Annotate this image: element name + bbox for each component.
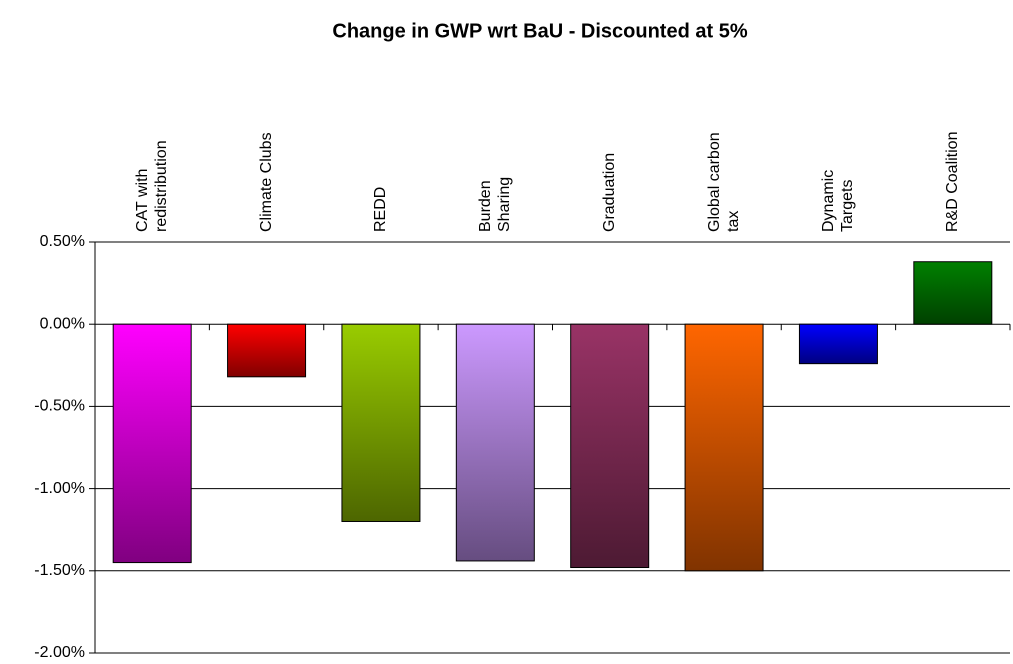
bar — [341, 323, 421, 522]
x-tick-label: REDD — [372, 186, 390, 232]
bar — [570, 323, 650, 569]
bar — [112, 323, 192, 564]
y-tick-label: 0.00% — [40, 315, 85, 332]
bar — [798, 323, 878, 365]
x-tick-label: CAT with redistribution — [134, 140, 171, 232]
x-tick-label: R&D Coalition — [944, 131, 962, 232]
bar — [684, 323, 764, 572]
x-tick-label: Burden Sharing — [477, 176, 514, 232]
y-tick-label: -1.00% — [34, 480, 85, 497]
chart-title: Change in GWP wrt BaU - Discounted at 5% — [332, 20, 747, 42]
y-tick-label: -2.00% — [34, 644, 85, 661]
x-tick-label: Climate Clubs — [258, 132, 276, 232]
y-tick-label: 0.50% — [40, 233, 85, 250]
bar — [913, 261, 993, 325]
bar — [455, 323, 535, 562]
x-tick-label: Graduation — [601, 152, 619, 232]
y-tick-label: -1.50% — [34, 562, 85, 579]
x-tick-label: Global carbon tax — [706, 132, 743, 232]
y-tick-label: -0.50% — [34, 398, 85, 415]
bar — [227, 323, 307, 378]
x-tick-label: Dynamic Targets — [820, 169, 857, 232]
